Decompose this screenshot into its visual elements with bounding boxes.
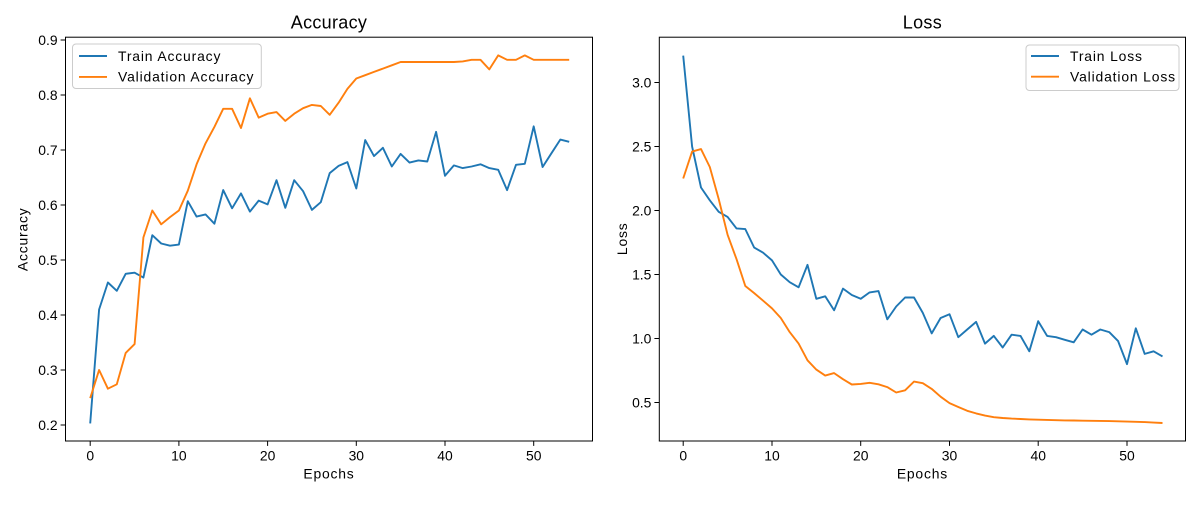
svg-text:0: 0 [86,448,94,464]
svg-text:Loss: Loss [903,13,942,33]
svg-text:0.7: 0.7 [38,142,58,158]
svg-text:0.3: 0.3 [38,362,58,378]
svg-text:3.0: 3.0 [632,74,652,90]
svg-text:1.0: 1.0 [632,330,652,346]
svg-text:10: 10 [171,448,187,464]
svg-text:40: 40 [437,448,453,464]
svg-text:Epochs: Epochs [303,466,354,482]
svg-text:20: 20 [853,448,869,464]
svg-text:Train Accuracy: Train Accuracy [118,48,221,64]
svg-text:Accuracy: Accuracy [15,208,31,272]
svg-text:Train Loss: Train Loss [1070,48,1143,64]
svg-text:2.5: 2.5 [632,138,652,154]
svg-text:0.4: 0.4 [38,307,58,323]
svg-text:1.5: 1.5 [632,266,652,282]
svg-text:50: 50 [1119,448,1135,464]
svg-text:20: 20 [260,448,276,464]
svg-text:2.0: 2.0 [632,202,652,218]
svg-text:0.2: 0.2 [38,417,58,433]
svg-text:30: 30 [942,448,958,464]
svg-text:40: 40 [1030,448,1046,464]
svg-text:0.5: 0.5 [632,394,652,410]
svg-text:0.9: 0.9 [38,32,58,48]
svg-text:10: 10 [764,448,780,464]
svg-text:Validation Loss: Validation Loss [1070,69,1176,85]
svg-text:0: 0 [679,448,687,464]
svg-text:0.8: 0.8 [38,87,58,103]
svg-text:50: 50 [526,448,542,464]
svg-text:30: 30 [349,448,365,464]
svg-text:Loss: Loss [614,223,630,256]
svg-text:Epochs: Epochs [897,466,948,482]
svg-text:Accuracy: Accuracy [291,13,367,33]
svg-text:0.5: 0.5 [38,252,58,268]
svg-text:Validation Accuracy: Validation Accuracy [118,69,254,85]
svg-text:0.6: 0.6 [38,197,58,213]
